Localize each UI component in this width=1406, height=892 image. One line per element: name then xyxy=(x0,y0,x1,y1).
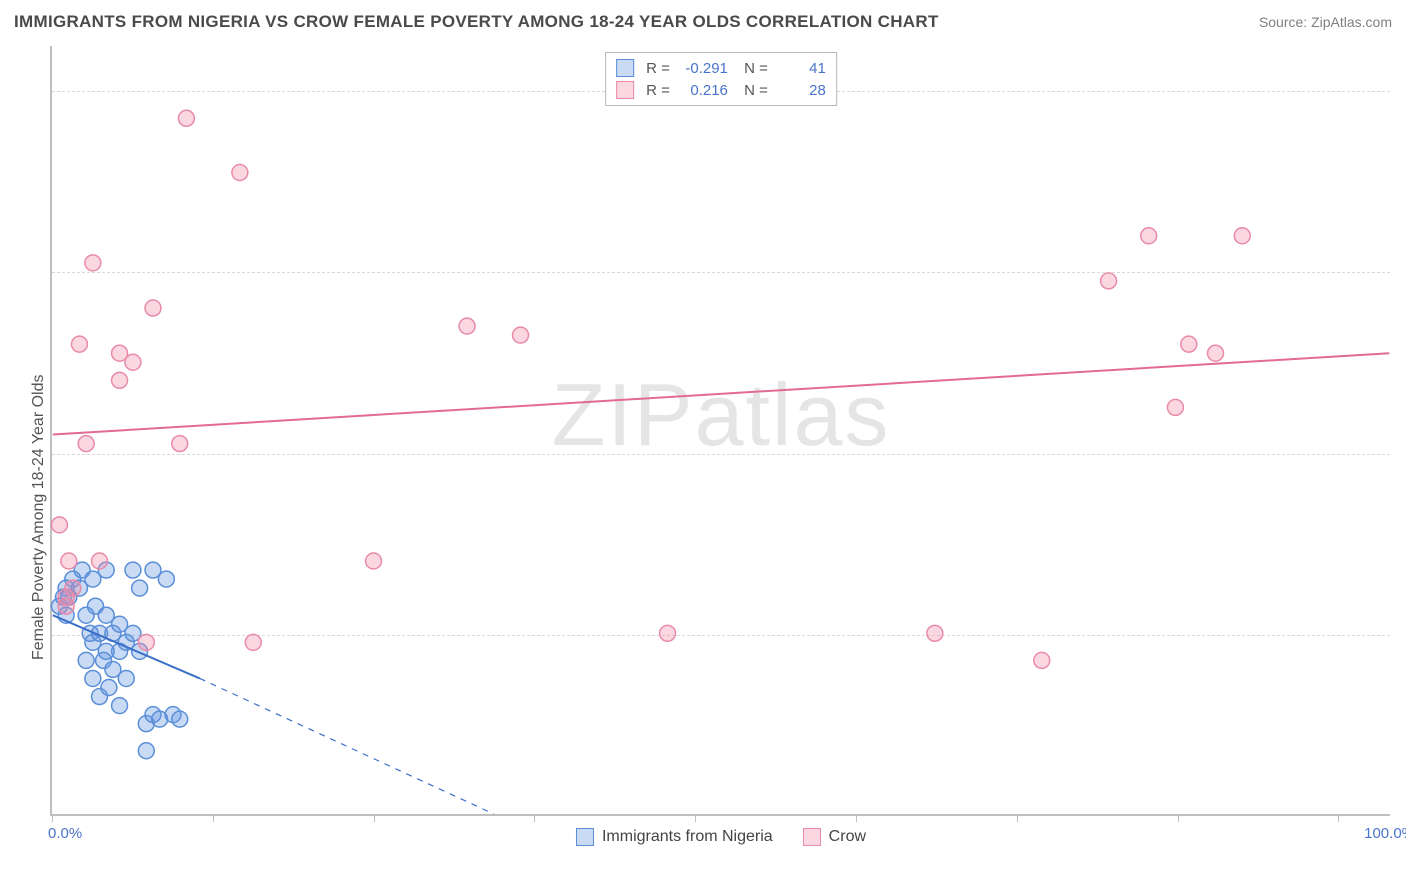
legend-swatch-icon xyxy=(576,828,594,846)
data-point xyxy=(1234,228,1250,244)
data-point xyxy=(1167,399,1183,415)
data-point xyxy=(71,336,87,352)
y-tick-label: 60.0% xyxy=(1395,264,1406,281)
data-point xyxy=(78,436,94,452)
x-tick xyxy=(1017,814,1018,822)
data-point xyxy=(660,625,676,641)
legend-item-2: Crow xyxy=(803,828,866,846)
data-point xyxy=(366,553,382,569)
legend-swatch-2 xyxy=(616,81,634,99)
trend-line-extrapolated xyxy=(200,678,494,814)
data-point xyxy=(178,110,194,126)
data-point xyxy=(65,580,81,596)
data-point xyxy=(245,634,261,650)
data-point xyxy=(1034,652,1050,668)
x-axis-max-label: 100.0% xyxy=(1364,825,1406,842)
data-point xyxy=(1208,345,1224,361)
data-point xyxy=(132,580,148,596)
legend-row-series-2: R = 0.216 N = 28 xyxy=(616,79,826,101)
y-tick-label: 80.0% xyxy=(1395,83,1406,100)
y-tick-label: 20.0% xyxy=(1395,626,1406,643)
x-tick xyxy=(1178,814,1179,822)
data-point xyxy=(125,354,141,370)
chart-title: IMMIGRANTS FROM NIGERIA VS CROW FEMALE P… xyxy=(14,12,939,32)
x-tick xyxy=(52,814,53,822)
legend-swatch-1 xyxy=(616,59,634,77)
n-value-2: 28 xyxy=(776,82,826,99)
legend-row-series-1: R = -0.291 N = 41 xyxy=(616,57,826,79)
x-tick xyxy=(213,814,214,822)
data-point xyxy=(125,562,141,578)
data-point xyxy=(101,680,117,696)
data-point xyxy=(1181,336,1197,352)
series-name-1: Immigrants from Nigeria xyxy=(602,828,773,846)
y-axis-label: Female Poverty Among 18-24 Year Olds xyxy=(30,375,48,661)
correlation-legend: R = -0.291 N = 41 R = 0.216 N = 28 xyxy=(605,52,837,106)
chart-plot-area: ZIPatlas 20.0%40.0%60.0%80.0% 0.0% 100.0… xyxy=(50,46,1390,816)
data-point xyxy=(158,571,174,587)
r-value-2: 0.216 xyxy=(678,82,728,99)
trend-line xyxy=(53,353,1390,434)
x-tick xyxy=(695,814,696,822)
series-name-2: Crow xyxy=(829,828,866,846)
legend-swatch-icon xyxy=(803,828,821,846)
data-point xyxy=(459,318,475,334)
n-label: N = xyxy=(740,60,768,77)
data-point xyxy=(145,300,161,316)
data-point xyxy=(513,327,529,343)
data-point xyxy=(85,255,101,271)
data-point xyxy=(51,517,67,533)
data-point xyxy=(92,553,108,569)
legend-item-1: Immigrants from Nigeria xyxy=(576,828,773,846)
data-point xyxy=(927,625,943,641)
y-tick-label: 40.0% xyxy=(1395,445,1406,462)
data-point xyxy=(85,670,101,686)
x-tick xyxy=(374,814,375,822)
data-point xyxy=(172,436,188,452)
data-point xyxy=(138,634,154,650)
x-axis-min-label: 0.0% xyxy=(48,825,82,842)
r-label: R = xyxy=(646,60,670,77)
scatter-plot-svg xyxy=(52,46,1390,814)
n-value-1: 41 xyxy=(776,60,826,77)
data-point xyxy=(112,372,128,388)
series-legend: Immigrants from Nigeria Crow xyxy=(576,828,866,846)
data-point xyxy=(1101,273,1117,289)
data-point xyxy=(61,553,77,569)
n-label: N = xyxy=(740,82,768,99)
data-point xyxy=(232,165,248,181)
x-tick xyxy=(534,814,535,822)
data-point xyxy=(112,698,128,714)
r-label: R = xyxy=(646,82,670,99)
data-point xyxy=(78,652,94,668)
r-value-1: -0.291 xyxy=(678,60,728,77)
data-point xyxy=(1141,228,1157,244)
data-point xyxy=(58,598,74,614)
source-attribution: Source: ZipAtlas.com xyxy=(1259,14,1392,30)
data-point xyxy=(172,711,188,727)
data-point xyxy=(118,670,134,686)
x-tick xyxy=(1338,814,1339,822)
x-tick xyxy=(856,814,857,822)
data-point xyxy=(138,743,154,759)
